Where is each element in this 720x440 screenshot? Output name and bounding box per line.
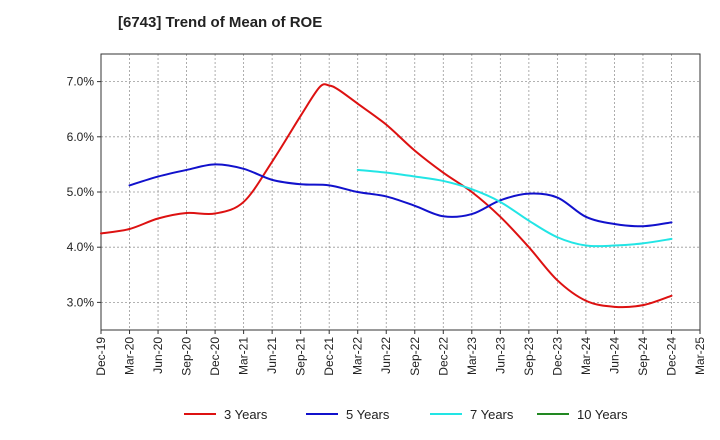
legend-label-7-years: 7 Years	[470, 407, 514, 422]
series-line-7-years	[356, 168, 673, 248]
x-tick-label: Jun-21	[265, 337, 279, 374]
x-tick-label: Dec-21	[322, 337, 336, 376]
y-tick-label: 7.0%	[67, 75, 95, 89]
x-tick-label: Sep-22	[408, 337, 422, 376]
y-tick-label: 5.0%	[67, 185, 95, 199]
x-tick-label: Jun-24	[607, 337, 621, 374]
x-tick-label: Sep-24	[636, 337, 650, 376]
y-axis-ticks: 3.0% 4.0% 5.0% 6.0% 7.0%	[67, 75, 101, 309]
x-axis-ticks: Dec-19 Mar-20 Jun-20 Sep-20 Dec-20 Mar-21 Jun-…	[94, 330, 707, 376]
x-tick-label: Sep-23	[522, 337, 536, 376]
y-tick-label: 3.0%	[67, 295, 95, 309]
x-tick-label: Dec-23	[550, 337, 564, 376]
x-tick-label: Jun-23	[493, 337, 507, 374]
series-line-5-years	[128, 163, 673, 228]
series-lines	[100, 83, 673, 309]
x-tick-label: Mar-21	[237, 337, 251, 375]
x-tick-label: Sep-20	[180, 337, 194, 376]
x-tick-label: Mar-22	[351, 337, 365, 375]
chart-title: [6743] Trend of Mean of ROE	[118, 14, 323, 31]
plot-area	[101, 54, 700, 330]
x-tick-label: Mar-25	[693, 337, 707, 375]
legend: 3 Years 5 Years 7 Years 10 Years	[184, 407, 628, 422]
legend-label-10-years: 10 Years	[577, 407, 628, 422]
x-tick-label: Dec-22	[436, 337, 450, 376]
x-tick-label: Jun-22	[379, 337, 393, 374]
x-tick-label: Dec-24	[664, 337, 678, 376]
x-tick-label: Mar-23	[465, 337, 479, 375]
x-tick-label: Mar-20	[123, 337, 137, 375]
y-tick-label: 4.0%	[67, 240, 95, 254]
y-tick-label: 6.0%	[67, 130, 95, 144]
x-tick-label: Mar-24	[579, 337, 593, 375]
x-tick-label: Dec-19	[94, 337, 108, 376]
grid-lines	[101, 54, 700, 330]
legend-label-5-years: 5 Years	[346, 407, 390, 422]
series-line-3-years	[100, 83, 673, 309]
x-tick-label: Sep-21	[294, 337, 308, 376]
x-tick-label: Jun-20	[151, 337, 165, 374]
x-tick-label: Dec-20	[208, 337, 222, 376]
legend-label-3-years: 3 Years	[224, 407, 268, 422]
